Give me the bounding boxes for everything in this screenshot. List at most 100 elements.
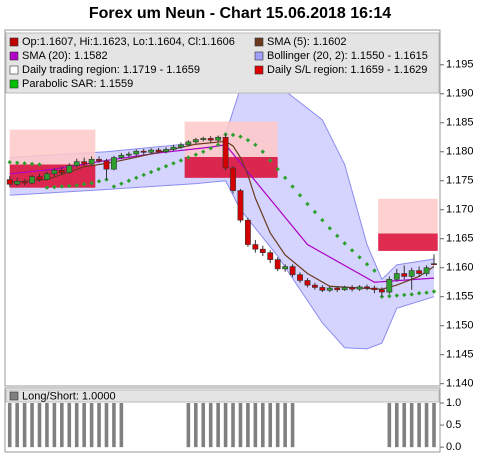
sar-dot bbox=[134, 175, 139, 181]
bar bbox=[387, 403, 392, 448]
candle-body bbox=[326, 287, 333, 291]
y-tick-label: 1.0 bbox=[446, 397, 461, 409]
candle-body bbox=[297, 274, 303, 281]
candle-body bbox=[29, 176, 35, 184]
chart-title: Forex um Neun - Chart 15.06.2018 16:14 bbox=[89, 5, 391, 22]
candle-body bbox=[230, 167, 236, 191]
trading-region bbox=[378, 198, 438, 234]
bar bbox=[253, 403, 258, 448]
bar bbox=[417, 403, 421, 448]
y-tick-label: 1.145 bbox=[446, 349, 474, 361]
sar-dot bbox=[327, 226, 332, 231]
y-tick-label: 1.150 bbox=[446, 320, 474, 332]
candle-body bbox=[163, 149, 169, 153]
sl-region bbox=[184, 156, 278, 178]
candle-body bbox=[274, 259, 281, 270]
bar bbox=[60, 403, 64, 448]
sar-dot bbox=[357, 255, 362, 260]
candle-body bbox=[118, 154, 125, 158]
legend-label: Bollinger (20, 2): 1.1550 - 1.1615 bbox=[267, 50, 428, 62]
bar bbox=[261, 403, 265, 448]
bar bbox=[409, 403, 414, 448]
sar-dot bbox=[111, 184, 117, 189]
candle-body bbox=[148, 149, 155, 153]
bar bbox=[238, 403, 243, 448]
candle-body bbox=[431, 263, 437, 265]
candle-body bbox=[319, 287, 326, 291]
sar-dot bbox=[148, 169, 154, 175]
bollinger-lower bbox=[9, 180, 435, 350]
bar bbox=[194, 403, 198, 448]
sl-region bbox=[378, 233, 438, 251]
bar bbox=[45, 403, 49, 448]
candle-body bbox=[237, 190, 244, 221]
bar bbox=[424, 403, 429, 448]
sar-dot bbox=[74, 183, 79, 188]
candle-body bbox=[51, 170, 58, 175]
sar-dot bbox=[141, 172, 146, 178]
candle-body bbox=[14, 181, 21, 185]
candle-body bbox=[252, 244, 259, 250]
bar bbox=[201, 403, 206, 448]
legend-swatch bbox=[9, 391, 19, 401]
candle-body bbox=[66, 165, 73, 173]
legend-label: Op:1.1607, Hi:1.1623, Lo:1.1604, Cl:1.16… bbox=[22, 36, 235, 48]
y-tick-label: 1.190 bbox=[446, 88, 474, 100]
sar-dot bbox=[297, 193, 303, 198]
candle-body bbox=[423, 267, 430, 274]
candle-body bbox=[364, 286, 370, 289]
bar bbox=[74, 403, 79, 448]
candle-body bbox=[21, 181, 28, 184]
bar bbox=[67, 403, 72, 448]
sar-dot bbox=[171, 161, 176, 166]
sar-dot bbox=[349, 248, 355, 253]
sar-dot bbox=[312, 209, 318, 215]
sar-dot bbox=[52, 184, 57, 190]
candle-body bbox=[185, 141, 192, 146]
bar bbox=[89, 403, 94, 448]
sar-dot bbox=[305, 201, 310, 207]
legend-label: Long/Short: 1.0000 bbox=[22, 390, 116, 402]
y-tick-label: 0.5 bbox=[446, 419, 461, 431]
candle-body bbox=[81, 161, 88, 165]
candle-body bbox=[304, 280, 311, 286]
bar bbox=[223, 403, 228, 448]
bar bbox=[119, 403, 124, 448]
candle-body bbox=[356, 286, 363, 290]
bar bbox=[268, 403, 273, 448]
sar-dot bbox=[335, 233, 340, 239]
sar-dot bbox=[372, 268, 377, 273]
bar bbox=[216, 403, 220, 448]
sar-dot bbox=[156, 166, 161, 172]
candle-body bbox=[416, 270, 423, 274]
sar-dot bbox=[402, 292, 407, 298]
legend-swatch bbox=[9, 37, 19, 47]
sar-dot bbox=[320, 217, 325, 223]
candle-body bbox=[245, 219, 251, 245]
bar bbox=[394, 403, 399, 448]
bar bbox=[283, 403, 287, 448]
candle-body bbox=[73, 161, 80, 166]
bar bbox=[37, 403, 42, 448]
sar-dot bbox=[416, 291, 422, 296]
sar-dot bbox=[424, 290, 429, 295]
legend-label: SMA (20): 1.1582 bbox=[22, 50, 108, 62]
sar-dot bbox=[14, 160, 20, 165]
candle-body bbox=[334, 287, 341, 291]
candle-body bbox=[341, 287, 348, 291]
bar bbox=[208, 403, 213, 448]
y-tick-label: 1.170 bbox=[446, 204, 474, 216]
candle-body bbox=[259, 248, 266, 253]
legend-swatch bbox=[9, 65, 19, 75]
bar bbox=[15, 403, 19, 448]
candle-body bbox=[401, 273, 408, 277]
candle-body bbox=[378, 289, 385, 293]
candle-body bbox=[178, 144, 184, 148]
sar-dot bbox=[215, 142, 221, 148]
sar-dot bbox=[29, 161, 35, 167]
sar-dot bbox=[208, 146, 213, 151]
sar-dot bbox=[268, 158, 273, 163]
y-tick-label: 1.155 bbox=[446, 291, 474, 303]
